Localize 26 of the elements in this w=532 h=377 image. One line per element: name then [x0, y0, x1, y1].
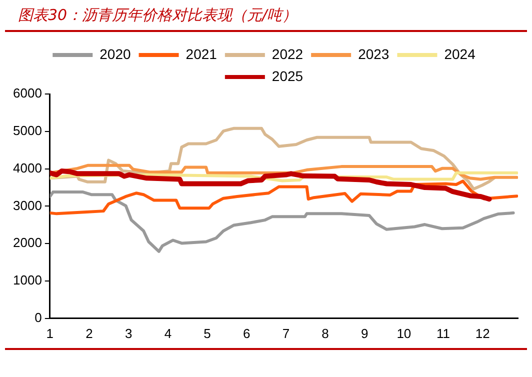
y-tick-label: 6000 — [13, 86, 42, 101]
x-tick-label: 3 — [124, 326, 132, 341]
x-tick-label: 1 — [46, 326, 54, 341]
x-tick-label: 9 — [360, 326, 368, 341]
legend-label: 2025 — [272, 68, 304, 84]
x-tick-label: 8 — [322, 326, 329, 341]
x-tick-label: 2 — [86, 326, 93, 341]
legend-label: 2020 — [100, 46, 131, 62]
y-tick-label: 4000 — [13, 160, 42, 176]
y-tick-label: 0 — [34, 310, 42, 325]
x-tick-label: 5 — [204, 326, 211, 341]
y-tick-label: 5000 — [13, 122, 42, 138]
legend-label: 2021 — [186, 46, 218, 62]
chart-title: 图表30：沥青历年价格对比表现（元/吨） — [18, 6, 298, 25]
y-tick-label: 3000 — [13, 198, 42, 213]
x-tick-label: 7 — [282, 326, 290, 341]
y-tick-label: 1000 — [13, 272, 42, 288]
x-tick-label: 12 — [475, 326, 490, 341]
x-tick-label: 10 — [396, 326, 412, 341]
x-tick-label: 4 — [164, 326, 172, 341]
legend-label: 2023 — [358, 46, 390, 62]
x-tick-label: 6 — [242, 326, 250, 341]
y-tick-label: 2000 — [13, 235, 42, 250]
legend-label: 2024 — [444, 46, 476, 62]
legend-label: 2022 — [272, 46, 304, 62]
x-tick-label: 11 — [436, 326, 450, 341]
